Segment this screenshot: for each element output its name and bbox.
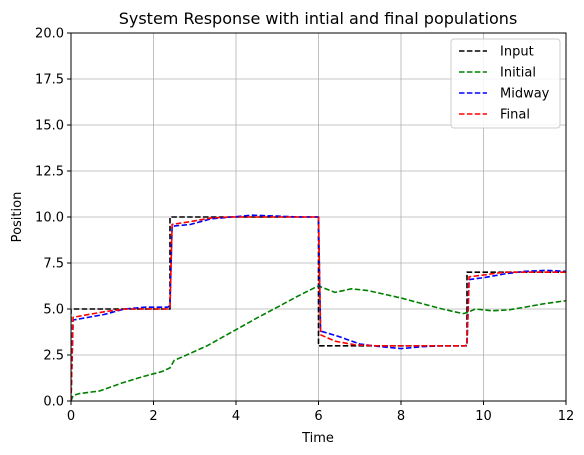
y-tick-label: 15.0 [35,119,64,134]
legend-label-initial: Initial [500,66,536,81]
x-tick-label: 6 [314,409,322,424]
legend-label-final: Final [500,108,530,123]
ticks: 0 2 4 6 8 10 12 0.0 2.5 5.0 7.5 10.0 12.5 15.0 17.5 20.… [35,27,574,425]
y-tick-label: 17.5 [35,73,64,88]
y-axis-label: Position [10,192,25,243]
x-axis-label: Time [301,431,334,446]
x-tick-label: 10 [475,409,492,424]
legend-box [450,38,561,129]
series-line-midway [71,214,566,401]
x-tick-label: 0 [67,409,75,424]
legend-label-midway: Midway [500,87,550,102]
legend: Input Initial Midway Final [450,38,561,129]
y-tick-label: 10.0 [35,211,64,226]
series-line-initial [71,285,566,401]
x-tick-label: 2 [149,409,157,424]
y-tick-label: 2.5 [43,349,64,364]
series-layer [71,214,566,401]
y-tick-label: 20.0 [35,27,64,42]
chart-title: System Response with intial and final po… [119,9,518,28]
series-line-final [71,216,566,401]
x-tick-label: 8 [397,409,405,424]
y-tick-label: 0.0 [43,395,64,410]
x-tick-label: 4 [232,409,240,424]
legend-label-input: Input [500,45,534,60]
y-tick-label: 12.5 [35,165,64,180]
y-tick-label: 7.5 [43,257,64,272]
x-tick-label: 12 [558,409,575,424]
y-tick-label: 5.0 [43,303,64,318]
